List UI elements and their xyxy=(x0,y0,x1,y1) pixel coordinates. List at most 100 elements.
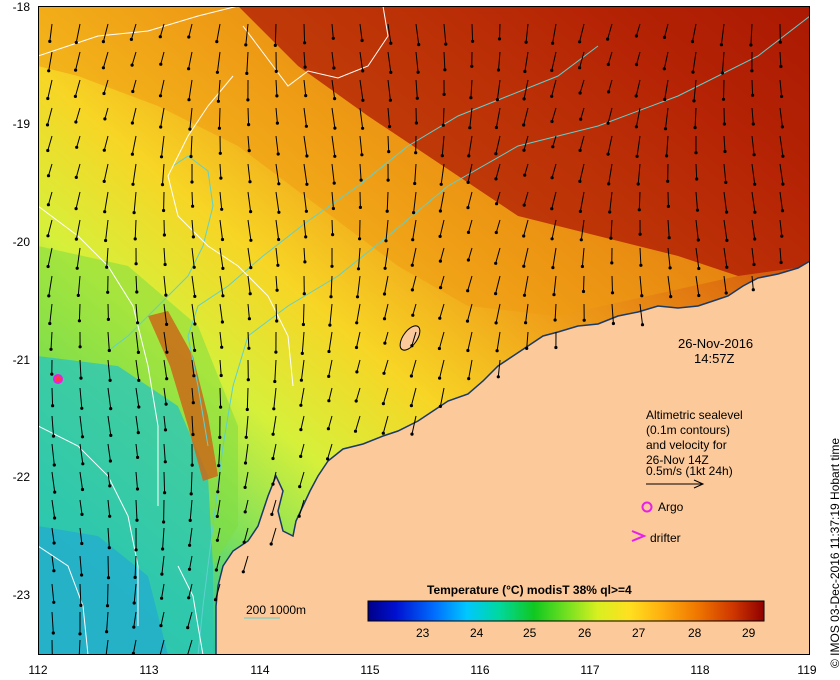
velocity-arrow xyxy=(667,275,672,297)
velocity-arrow-head xyxy=(360,38,364,43)
colorbar-tick: 23 xyxy=(416,626,430,640)
velocity-arrow-head xyxy=(466,206,470,210)
velocity-arrow-head xyxy=(778,40,782,44)
velocity-arrow-head xyxy=(525,346,529,350)
velocity-arrow-head xyxy=(135,487,140,491)
velocity-arrow-head xyxy=(189,154,193,159)
velocity-arrow xyxy=(47,219,53,236)
velocity-arrow xyxy=(163,303,168,325)
velocity-arrow xyxy=(467,331,473,351)
velocity-arrow-head xyxy=(415,96,419,100)
velocity-arrow xyxy=(77,275,81,296)
velocity-arrow xyxy=(468,135,473,156)
velocity-arrow-head xyxy=(554,345,558,350)
velocity-arrow-head xyxy=(249,238,253,242)
velocity-arrow-head xyxy=(634,125,639,129)
velocity-arrow xyxy=(275,135,279,155)
velocity-arrow xyxy=(467,163,473,183)
velocity-arrow xyxy=(190,471,193,494)
velocity-arrow xyxy=(303,191,307,212)
velocity-arrow-head xyxy=(249,210,253,214)
velocity-arrow xyxy=(246,387,249,410)
velocity-arrow-head xyxy=(669,295,673,299)
velocity-arrow xyxy=(79,387,83,409)
velocity-arrow xyxy=(666,135,669,156)
velocity-arrow-head xyxy=(665,154,669,158)
velocity-arrow xyxy=(188,583,193,598)
velocity-arrow xyxy=(79,527,83,544)
velocity-arrow-head xyxy=(467,377,471,381)
velocity-arrow xyxy=(498,51,501,71)
velocity-arrow xyxy=(359,107,364,129)
velocity-arrow xyxy=(414,163,417,184)
velocity-arrow-head xyxy=(246,98,250,102)
velocity-arrow xyxy=(495,303,501,324)
velocity-arrow-head xyxy=(495,202,499,206)
velocity-arrow-head xyxy=(52,600,56,604)
velocity-arrow-head xyxy=(52,463,56,467)
velocity-arrow-head xyxy=(81,462,85,466)
velocity-arrow xyxy=(219,359,222,376)
velocity-arrow-head xyxy=(331,206,335,211)
velocity-arrow xyxy=(247,303,250,319)
velocity-arrow xyxy=(751,219,756,240)
velocity-arrow-head xyxy=(298,485,302,489)
velocity-arrow xyxy=(161,135,165,157)
velocity-arrow xyxy=(48,163,53,176)
velocity-arrow xyxy=(163,247,166,265)
velocity-arrow-head xyxy=(52,541,56,545)
velocity-arrow-head xyxy=(780,234,784,238)
velocity-arrow xyxy=(218,107,221,129)
velocity-arrow-head xyxy=(48,321,52,326)
velocity-arrow-head xyxy=(103,117,107,121)
velocity-arrow xyxy=(751,79,754,96)
velocity-arrow-head xyxy=(779,64,783,69)
velocity-arrow xyxy=(331,191,334,209)
velocity-arrow-head xyxy=(247,149,251,153)
velocity-arrow-head xyxy=(131,89,135,94)
velocity-arrow-head xyxy=(74,68,78,72)
velocity-arrow-head xyxy=(355,370,359,374)
velocity-arrow xyxy=(191,219,194,237)
velocity-arrow-head xyxy=(465,319,470,323)
velocity-arrow xyxy=(495,275,501,294)
velocity-arrow xyxy=(693,79,697,101)
velocity-arrow xyxy=(135,443,139,458)
velocity-arrow-head xyxy=(47,294,51,298)
velocity-arrow xyxy=(216,51,221,73)
velocity-arrow xyxy=(105,639,109,655)
velocity-arrow-head xyxy=(271,456,275,461)
velocity-arrow xyxy=(133,583,137,604)
velocity-arrow-head xyxy=(53,516,57,520)
velocity-arrow-head xyxy=(439,182,443,186)
velocity-arrow xyxy=(133,611,137,628)
velocity-arrow xyxy=(415,79,418,99)
velocity-arrow-head xyxy=(751,93,755,97)
velocity-arrow xyxy=(303,107,307,127)
velocity-arrow-head xyxy=(719,43,724,47)
sst-map xyxy=(38,6,810,655)
velocity-arrow xyxy=(243,527,249,543)
velocity-arrow-head xyxy=(132,211,136,215)
velocity-arrow xyxy=(553,275,557,295)
velocity-arrow-head xyxy=(467,154,471,158)
velocity-arrow-head xyxy=(385,209,389,213)
velocity-arrow-head xyxy=(723,149,727,154)
velocity-arrow xyxy=(270,527,277,545)
velocity-arrow-head xyxy=(158,94,163,98)
velocity-arrow-head xyxy=(301,322,305,327)
velocity-arrow-head xyxy=(104,238,108,243)
argo-float-marker[interactable] xyxy=(53,374,63,384)
velocity-arrow xyxy=(275,191,280,213)
velocity-arrow xyxy=(191,275,196,297)
velocity-arrow xyxy=(723,247,728,268)
velocity-arrow-head xyxy=(274,350,278,354)
velocity-arrow xyxy=(635,79,641,97)
velocity-arrow-head xyxy=(163,491,167,495)
velocity-arrow-head xyxy=(607,90,611,94)
velocity-arrow xyxy=(245,415,249,438)
velocity-arrow xyxy=(554,303,557,321)
velocity-arrow xyxy=(242,555,249,572)
velocity-arrow xyxy=(356,303,361,323)
velocity-arrow-head xyxy=(494,261,498,265)
